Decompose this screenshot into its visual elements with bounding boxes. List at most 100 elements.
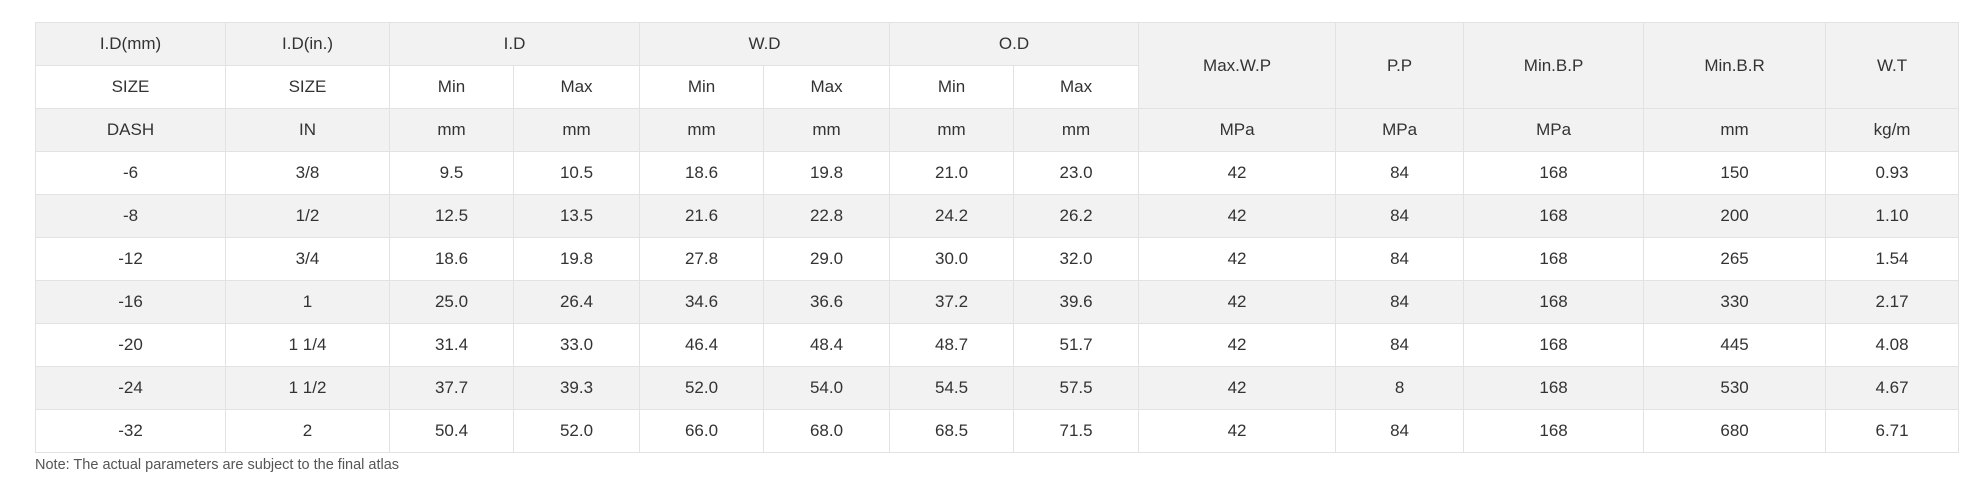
table-cell: 12.5 <box>389 194 514 238</box>
table-cell: 1 1/4 <box>225 323 390 367</box>
table-cell: 168 <box>1463 409 1645 453</box>
table-cell: 1 <box>225 280 390 324</box>
table-cell: -32 <box>35 409 226 453</box>
table-cell: 2 <box>225 409 390 453</box>
table-cell: 10.5 <box>512 151 641 195</box>
table-row: -24 1 1/2 37.7 39.3 52.0 54.0 54.5 57.5 42 8 168 53… <box>35 366 1960 410</box>
unit-cell: DASH <box>35 108 226 152</box>
table-note: Note: The actual parameters are subject … <box>35 457 400 473</box>
header-size-mm: SIZE <box>35 65 226 109</box>
table-cell: 168 <box>1463 194 1645 238</box>
table-cell: 265 <box>1643 237 1827 281</box>
table-cell: -20 <box>35 323 226 367</box>
header-min-bp: Min.B.P <box>1463 22 1645 109</box>
unit-cell: mm <box>639 108 765 152</box>
table-cell: 54.5 <box>889 366 1015 410</box>
table-cell: 445 <box>1643 323 1827 367</box>
table-cell: 33.0 <box>512 323 641 367</box>
table-cell: 2.17 <box>1825 280 1960 324</box>
table-cell: 42 <box>1138 237 1337 281</box>
table-cell: 37.2 <box>889 280 1015 324</box>
table-cell: 200 <box>1643 194 1827 238</box>
table-cell: -8 <box>35 194 226 238</box>
header-row-1: I.D(mm) I.D(in.) I.D W.D O.D Max.W.P P.P… <box>35 22 1960 109</box>
hose-spec-table: I.D(mm) I.D(in.) I.D W.D O.D Max.W.P P.P… <box>35 22 1960 453</box>
unit-cell: mm <box>1643 108 1827 152</box>
table-cell: 34.6 <box>639 280 765 324</box>
table-row: -20 1 1/4 31.4 33.0 46.4 48.4 48.7 51.7 42 84 168 4… <box>35 323 1960 367</box>
table-cell: 51.7 <box>1013 323 1140 367</box>
table-cell: 168 <box>1463 366 1645 410</box>
table-cell: 3/4 <box>225 237 390 281</box>
table-cell: 8 <box>1335 366 1465 410</box>
header-min-br: Min.B.R <box>1643 22 1827 109</box>
header-size-in: SIZE <box>225 65 390 109</box>
table-cell: 168 <box>1463 237 1645 281</box>
table-cell: -6 <box>35 151 226 195</box>
table-cell: 168 <box>1463 323 1645 367</box>
table-cell: 46.4 <box>639 323 765 367</box>
table-row: -16 1 25.0 26.4 34.6 36.6 37.2 39.6 42 84 168 330 2.… <box>35 280 1960 324</box>
header-pp: P.P <box>1335 22 1465 109</box>
table-cell: 25.0 <box>389 280 514 324</box>
table-cell: 57.5 <box>1013 366 1140 410</box>
table-cell: 26.4 <box>512 280 641 324</box>
table-cell: 18.6 <box>639 151 765 195</box>
table-cell: 42 <box>1138 151 1337 195</box>
table-cell: -16 <box>35 280 226 324</box>
table-cell: 50.4 <box>389 409 514 453</box>
table-cell: 42 <box>1138 280 1337 324</box>
header-wd-max: Max <box>763 65 891 109</box>
table-cell: 168 <box>1463 280 1645 324</box>
table-row: -32 2 50.4 52.0 66.0 68.0 68.5 71.5 42 84 168 680 6.… <box>35 409 1960 453</box>
table-cell: 330 <box>1643 280 1827 324</box>
table-cell: 150 <box>1643 151 1827 195</box>
table-cell: 37.7 <box>389 366 514 410</box>
table-cell: 48.4 <box>763 323 891 367</box>
unit-cell: mm <box>1013 108 1140 152</box>
table-row: -12 3/4 18.6 19.8 27.8 29.0 30.0 32.0 42 84 168 265… <box>35 237 1960 281</box>
table-cell: 21.6 <box>639 194 765 238</box>
table-row: -6 3/8 9.5 10.5 18.6 19.8 21.0 23.0 42 84 168 150 0.… <box>35 151 1960 195</box>
table-cell: 42 <box>1138 194 1337 238</box>
table-cell: 39.6 <box>1013 280 1140 324</box>
table-cell: 84 <box>1335 194 1465 238</box>
header-id-min: Min <box>389 65 514 109</box>
table-cell: 21.0 <box>889 151 1015 195</box>
unit-cell: mm <box>512 108 641 152</box>
unit-cell: mm <box>763 108 891 152</box>
table-cell: 71.5 <box>1013 409 1140 453</box>
table-cell: 52.0 <box>639 366 765 410</box>
header-id-max: Max <box>512 65 641 109</box>
table-cell: 9.5 <box>389 151 514 195</box>
header-od-min: Min <box>889 65 1015 109</box>
table-cell: 26.2 <box>1013 194 1140 238</box>
table-cell: 68.0 <box>763 409 891 453</box>
header-od-max: Max <box>1013 65 1140 109</box>
table-cell: 42 <box>1138 323 1337 367</box>
table-cell: 84 <box>1335 323 1465 367</box>
table-cell: 36.6 <box>763 280 891 324</box>
table-cell: 23.0 <box>1013 151 1140 195</box>
header-wt: W.T <box>1825 22 1960 109</box>
table-cell: 30.0 <box>889 237 1015 281</box>
unit-cell: MPa <box>1335 108 1465 152</box>
table-cell: 530 <box>1643 366 1827 410</box>
table-cell: 39.3 <box>512 366 641 410</box>
table-cell: 19.8 <box>763 151 891 195</box>
table-cell: 31.4 <box>389 323 514 367</box>
table-cell: 22.8 <box>763 194 891 238</box>
table-row: -8 1/2 12.5 13.5 21.6 22.8 24.2 26.2 42 84 168 200 1… <box>35 194 1960 238</box>
table-cell: 32.0 <box>1013 237 1140 281</box>
table-cell: 52.0 <box>512 409 641 453</box>
table-cell: 18.6 <box>389 237 514 281</box>
table-cell: 3/8 <box>225 151 390 195</box>
table-cell: 24.2 <box>889 194 1015 238</box>
table-cell: 84 <box>1335 237 1465 281</box>
table-cell: 42 <box>1138 366 1337 410</box>
table-cell: 13.5 <box>512 194 641 238</box>
table-cell: 27.8 <box>639 237 765 281</box>
spec-table-container: I.D(mm) I.D(in.) I.D W.D O.D Max.W.P P.P… <box>35 22 1960 473</box>
table-cell: 6.71 <box>1825 409 1960 453</box>
unit-cell: MPa <box>1463 108 1645 152</box>
